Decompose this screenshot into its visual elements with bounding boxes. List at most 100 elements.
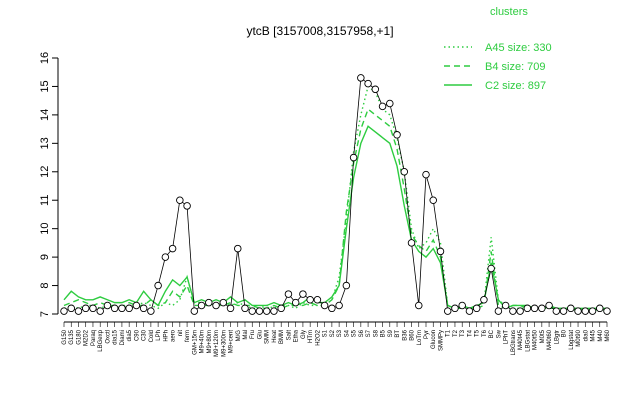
data-point bbox=[89, 304, 97, 313]
x-tick-label: LBGstat bbox=[525, 330, 531, 352]
data-point bbox=[552, 307, 561, 315]
data-point bbox=[509, 307, 517, 315]
x-tick-label: G150 bbox=[62, 329, 68, 344]
x-tick-label: M9+40m bbox=[200, 330, 206, 354]
x-tick-label: T2 bbox=[453, 329, 459, 337]
data-point bbox=[516, 307, 524, 315]
x-tick-label: M9+80m bbox=[207, 330, 213, 354]
data-point bbox=[530, 304, 539, 313]
x-tick-label: M2D2 bbox=[84, 329, 90, 346]
x-tick-label: M40t45 bbox=[518, 329, 524, 350]
y-tick-label: 14 bbox=[39, 109, 51, 121]
series-line-dotted bbox=[63, 85, 608, 312]
data-point bbox=[443, 307, 452, 315]
x-tick-label: M9+300m bbox=[221, 330, 227, 357]
x-tick-label: M9+cent bbox=[229, 330, 235, 354]
data-point bbox=[284, 290, 293, 298]
series-line-solid bbox=[63, 125, 607, 310]
data-point bbox=[422, 170, 430, 179]
x-tick-label: HTm bbox=[308, 330, 314, 343]
chart-title: ytcB [3157008,3157958,+1] bbox=[246, 24, 393, 38]
legend-label: B4 size: 709 bbox=[485, 61, 546, 73]
legend: clusters A45 size: 330 B4 size: 709 C2 siz… bbox=[444, 6, 552, 92]
data-point bbox=[255, 307, 264, 315]
data-point bbox=[407, 239, 416, 247]
data-point bbox=[458, 301, 466, 310]
y-tick-label: 7 bbox=[39, 311, 51, 317]
data-point bbox=[574, 307, 582, 315]
legend-label: A45 size: 330 bbox=[485, 42, 552, 54]
y-tick-label: 9 bbox=[39, 254, 51, 260]
data-point bbox=[494, 307, 503, 315]
x-tick-label: Sw bbox=[496, 329, 502, 338]
x-tick-label: M40 bbox=[598, 329, 604, 341]
data-point bbox=[429, 196, 437, 204]
x-tick-label: G135 bbox=[69, 329, 75, 344]
series-line-dashed bbox=[63, 108, 608, 312]
data-point bbox=[190, 307, 199, 315]
x-tick-label: Cold bbox=[149, 330, 155, 342]
x-tick-label: T3 bbox=[460, 329, 466, 337]
x-tick-label: BMM bbox=[279, 330, 285, 344]
data-point bbox=[581, 307, 590, 315]
data-point bbox=[96, 307, 104, 315]
x-tick-label: LBGexp bbox=[98, 329, 104, 351]
data-point bbox=[139, 304, 148, 313]
data-point bbox=[67, 304, 75, 313]
x-tick-label: M40t60 bbox=[547, 329, 553, 350]
x-tick-label: Etha bbox=[294, 329, 300, 342]
data-point bbox=[103, 301, 112, 310]
data-point bbox=[74, 307, 83, 315]
data-point bbox=[313, 296, 322, 304]
data-point bbox=[197, 301, 206, 310]
x-tick-label: T6 bbox=[482, 329, 488, 337]
data-point bbox=[357, 74, 365, 82]
x-tick-label: Heat bbox=[272, 330, 278, 343]
data-point bbox=[559, 307, 568, 315]
x-tick-label: SMM bbox=[265, 330, 271, 344]
x-tick-label: S5 bbox=[352, 329, 358, 337]
data-point bbox=[523, 304, 532, 313]
data-point bbox=[212, 301, 220, 310]
x-tick-label: dia15 bbox=[113, 329, 119, 344]
x-tick-label: T4 bbox=[467, 329, 473, 337]
legend-label: C2 size: 897 bbox=[485, 80, 546, 92]
data-point bbox=[306, 296, 314, 304]
x-tick-label: C90 bbox=[134, 329, 140, 341]
data-point bbox=[168, 244, 177, 253]
data-point bbox=[132, 301, 141, 310]
data-point bbox=[603, 307, 611, 315]
x-tick-label: Paraq bbox=[91, 330, 97, 346]
x-tick-label: LPh bbox=[156, 330, 162, 341]
x-tick-label: Oxctl bbox=[105, 330, 111, 344]
x-tick-label: B5 bbox=[381, 329, 387, 337]
data-point bbox=[451, 304, 459, 313]
y-tick-label: 8 bbox=[39, 282, 51, 288]
data-point bbox=[277, 304, 285, 313]
legend-title: clusters bbox=[490, 6, 528, 18]
data-point bbox=[60, 307, 68, 315]
x-tick-label: M0t5 bbox=[540, 329, 546, 343]
x-tick-label: B36 bbox=[402, 329, 408, 340]
data-point bbox=[472, 304, 481, 313]
data-point bbox=[234, 244, 242, 253]
y-tick-label: 11 bbox=[39, 195, 51, 206]
x-tick-label: S2 bbox=[330, 329, 336, 337]
y-tick-label: 13 bbox=[39, 137, 51, 149]
x-tick-label: LoTm bbox=[417, 330, 423, 345]
data-point bbox=[364, 79, 372, 88]
data-point bbox=[125, 304, 133, 313]
data-point bbox=[588, 307, 597, 315]
data-point bbox=[415, 301, 423, 310]
x-tick-label: Fru bbox=[250, 330, 256, 339]
x-tick-label: BC bbox=[489, 329, 495, 338]
data-point bbox=[81, 304, 90, 313]
x-tick-label: Glu bbox=[257, 330, 263, 339]
x-tick-label: LPhT bbox=[504, 330, 510, 345]
gene-expression-line bbox=[63, 77, 608, 312]
x-tick-label: Lbgstat bbox=[569, 330, 575, 350]
data-point bbox=[219, 298, 228, 307]
x-tick-label: dia0 bbox=[583, 329, 589, 341]
x-tick-label: M60 bbox=[605, 329, 611, 341]
